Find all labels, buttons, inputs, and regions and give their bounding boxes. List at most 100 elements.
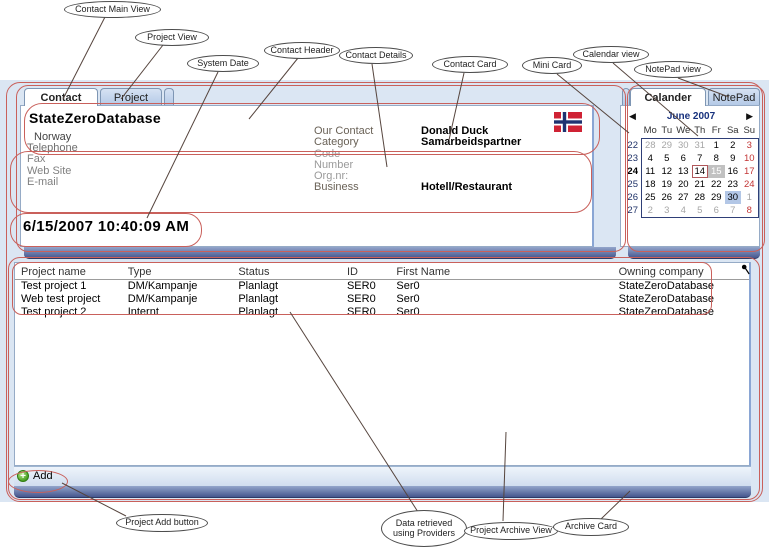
calendar-day-header: Tu bbox=[661, 125, 673, 136]
calendar-day-header: Sa bbox=[726, 125, 739, 136]
calendar-day[interactable]: 18 bbox=[644, 179, 656, 190]
callout-label: Project Archive View bbox=[470, 525, 552, 536]
calendar-day[interactable]: 2 bbox=[647, 205, 653, 216]
calendar-day[interactable]: 6 bbox=[713, 205, 719, 216]
table-row[interactable]: Test project 2 Internt Planlagt SER0 Ser0 Sta… bbox=[15, 306, 749, 319]
callout-system-date: System Date bbox=[187, 55, 259, 72]
callout-label: Data retrieved using Providers bbox=[392, 517, 456, 538]
tab-project[interactable]: Project bbox=[100, 88, 162, 106]
callout-archive-card: Archive Card bbox=[553, 518, 629, 536]
calendar-day[interactable]: 7 bbox=[697, 153, 703, 164]
calendar-day[interactable]: 13 bbox=[677, 166, 689, 177]
calendar-day[interactable]: 3 bbox=[746, 140, 752, 151]
calendar-day[interactable]: 1 bbox=[713, 140, 719, 151]
calendar-day[interactable]: 8 bbox=[746, 205, 752, 216]
calendar-day[interactable]: 5 bbox=[664, 153, 670, 164]
callout-label: Contact Main View bbox=[75, 3, 150, 14]
callout-contact-details: Contact Details bbox=[339, 47, 413, 64]
calendar-day[interactable]: 8 bbox=[713, 153, 719, 164]
calendar-day[interactable]: 1 bbox=[746, 192, 752, 203]
calendar-day-header: Fr bbox=[711, 125, 721, 136]
calendar-prev-icon[interactable]: ◀ bbox=[629, 111, 636, 121]
table-row[interactable]: Test project 1 DM/Kampanje Planlagt SER0 Ser… bbox=[15, 280, 749, 293]
column-header[interactable]: ID bbox=[346, 266, 358, 278]
table-cell: Planlagt bbox=[238, 293, 279, 305]
calendar-day[interactable]: 29 bbox=[661, 140, 673, 151]
calendar-day[interactable]: 10 bbox=[743, 153, 755, 164]
calendar-day[interactable]: 20 bbox=[677, 179, 689, 190]
calendar-day[interactable]: 7 bbox=[730, 205, 736, 216]
callout-label: Calendar view bbox=[582, 48, 640, 59]
contact-field-row: Business Hotell/Restaurant bbox=[314, 181, 521, 194]
calendar-day[interactable]: 29 bbox=[710, 192, 722, 203]
callout-contact-header: Contact Header bbox=[264, 42, 340, 59]
contact-field-label: Number bbox=[314, 158, 354, 171]
table-row[interactable]: Web test project DM/Kampanje Planlagt SER0 S… bbox=[15, 293, 749, 306]
calendar-day[interactable]: 26 bbox=[661, 192, 673, 203]
calendar-week-number: 24 bbox=[627, 166, 638, 177]
contact-field-label: Business bbox=[314, 181, 359, 194]
tab-notepad[interactable]: NotePad bbox=[708, 88, 760, 106]
calendar-day[interactable]: 22 bbox=[710, 179, 722, 190]
column-header[interactable]: Status bbox=[238, 266, 270, 278]
table-cell: DM/Kampanje bbox=[127, 293, 198, 305]
callout-project-view: Project View bbox=[135, 29, 209, 46]
calendar-day[interactable]: 12 bbox=[661, 166, 673, 177]
pin-icon[interactable] bbox=[741, 264, 750, 278]
column-header[interactable]: Owning company bbox=[618, 266, 704, 278]
calendar-day-header: We bbox=[676, 125, 691, 136]
calendar-day[interactable]: 9 bbox=[730, 153, 736, 164]
callout-label: Contact Card bbox=[443, 58, 497, 69]
calendar-month-title: June 2007 bbox=[666, 111, 716, 122]
table-cell: SER0 bbox=[346, 280, 376, 292]
add-button[interactable]: + Add bbox=[17, 470, 53, 482]
calendar-day[interactable]: 28 bbox=[694, 192, 706, 203]
calendar-day[interactable]: 4 bbox=[647, 153, 653, 164]
tab-calendar[interactable]: Calander bbox=[630, 88, 706, 106]
contact-right-fields: Our Contact Donald Duck Category Samarbeids… bbox=[314, 125, 521, 194]
calendar-nav: ◀ June 2007 ▶ bbox=[629, 111, 753, 122]
calendar-day[interactable]: 21 bbox=[694, 179, 706, 190]
calendar-next-icon[interactable]: ▶ bbox=[746, 111, 753, 121]
tab-label: NotePad bbox=[712, 91, 756, 104]
calendar-day[interactable]: 30 bbox=[677, 140, 689, 151]
callout-project-add-button: Project Add button bbox=[116, 514, 208, 532]
calendar-day[interactable]: 30 bbox=[724, 191, 741, 204]
calendar-day[interactable]: 2 bbox=[730, 140, 736, 151]
calendar-day[interactable]: 6 bbox=[680, 153, 686, 164]
contact-field-row: Code bbox=[314, 148, 521, 160]
contact-field-label: Fax bbox=[27, 153, 46, 166]
calendar-day-header: Mo bbox=[643, 125, 657, 136]
calendar-day[interactable]: 19 bbox=[661, 179, 673, 190]
calendar-day[interactable]: 23 bbox=[727, 179, 739, 190]
column-header[interactable]: Type bbox=[127, 266, 152, 278]
table-cell: Ser0 bbox=[396, 293, 420, 305]
table-cell: StateZeroDatabase bbox=[618, 280, 714, 292]
calendar-day[interactable]: 25 bbox=[644, 192, 656, 203]
calendar-day[interactable]: 31 bbox=[694, 140, 706, 151]
calendar-day[interactable]: 28 bbox=[644, 140, 656, 151]
norway-flag-icon bbox=[554, 112, 582, 135]
calendar-week-number: 23 bbox=[627, 153, 638, 164]
calendar-day[interactable]: 5 bbox=[697, 205, 703, 216]
calendar-day[interactable]: 11 bbox=[645, 166, 656, 177]
column-header[interactable]: Project name bbox=[21, 266, 86, 278]
tab-stub bbox=[164, 88, 174, 106]
tab-label: Project bbox=[113, 91, 149, 104]
tab-label: Contact bbox=[40, 91, 82, 104]
calendar-day[interactable]: 4 bbox=[680, 205, 686, 216]
calendar-day[interactable]: 27 bbox=[677, 192, 689, 203]
callout-label: Archive Card bbox=[564, 521, 618, 532]
calendar-day[interactable]: 24 bbox=[743, 179, 755, 190]
calendar-day[interactable]: 15 bbox=[708, 165, 725, 178]
calendar-day[interactable]: 17 bbox=[743, 166, 755, 177]
calendar-day[interactable]: 3 bbox=[664, 205, 670, 216]
table-cell: StateZeroDatabase bbox=[618, 293, 714, 305]
contact-field-label: Category bbox=[314, 136, 359, 149]
calendar-day[interactable]: 16 bbox=[727, 166, 739, 177]
contact-field-row: Category Samarbeidspartner bbox=[314, 136, 521, 149]
tab-contact[interactable]: Contact bbox=[24, 88, 98, 106]
mini-calendar-card: ◀ June 2007 ▶ Mo Tu We Th Fr Sa Su 22 23 24 25 26 2… bbox=[620, 105, 760, 247]
calendar-day[interactable]: 14 bbox=[691, 165, 708, 178]
column-header[interactable]: First Name bbox=[396, 266, 451, 278]
